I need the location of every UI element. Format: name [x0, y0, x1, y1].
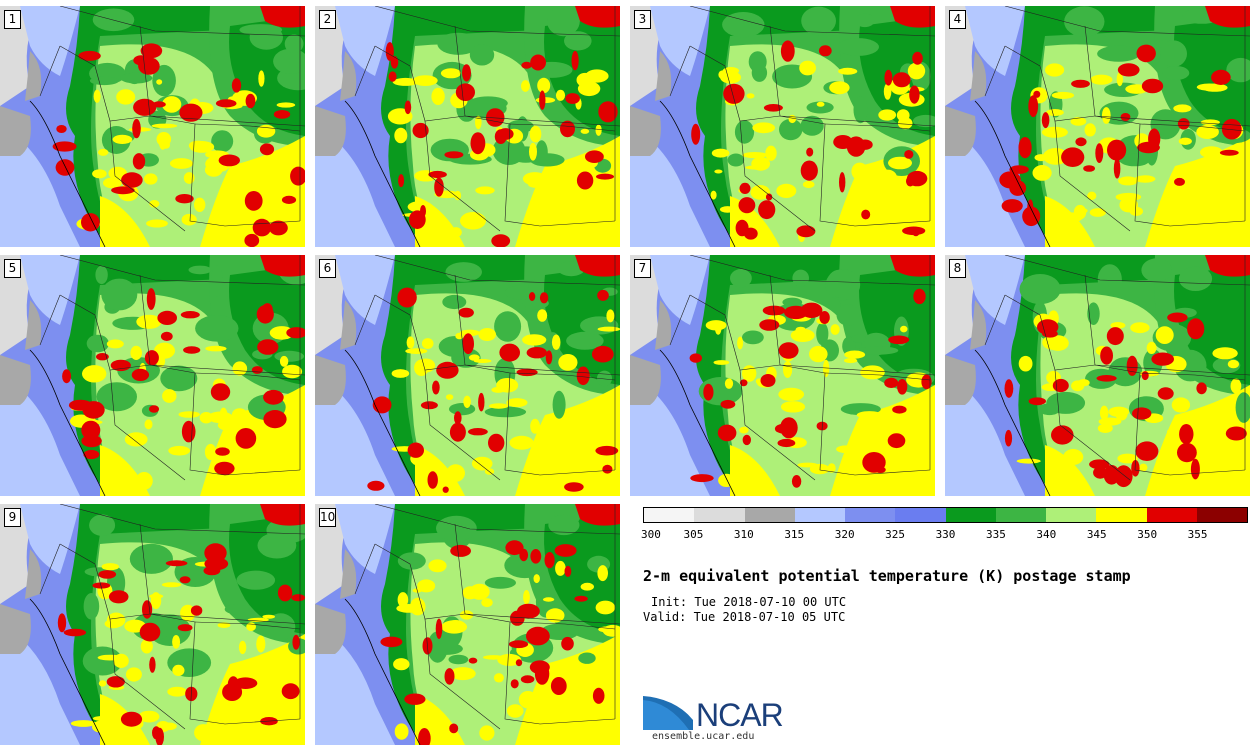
ensemble-member-panel-3: 3: [630, 6, 935, 247]
colorbar-segment: [1096, 508, 1147, 522]
colorbar-tick-label: 320: [834, 528, 855, 541]
colorbar-tick-label: 310: [733, 528, 754, 541]
panel-number: 7: [634, 259, 651, 278]
ensemble-member-panel-9: 9: [0, 504, 305, 745]
panel-number: 8: [949, 259, 966, 278]
colorbar-segment: [1146, 508, 1197, 522]
chart-title: 2-m equivalent potential temperature (K)…: [643, 567, 1131, 585]
colorbar-segment: [1196, 508, 1247, 522]
colorbar-segment: [694, 508, 745, 522]
temperature-map: [315, 504, 620, 745]
colorbar-segment: [895, 508, 946, 522]
panel-number: 3: [634, 10, 651, 29]
ensemble-member-panel-5: 5: [0, 255, 305, 496]
panel-number: 9: [4, 508, 21, 527]
colorbar-tick-label: 335: [985, 528, 1006, 541]
colorbar-tick-label: 330: [935, 528, 956, 541]
colorbar-tick-label: 305: [683, 528, 704, 541]
temperature-map: [945, 255, 1250, 496]
temperature-map: [315, 255, 620, 496]
ncar-logo-icon: [643, 692, 693, 730]
panel-number: 2: [319, 10, 336, 29]
panel-number: 5: [4, 259, 21, 278]
colorbar-ticks: 300 305 310 315 320 325 330 335 340 345 350 355: [641, 528, 1248, 542]
colorbar-segment: [644, 508, 695, 522]
ensemble-member-panel-7: 7: [630, 255, 935, 496]
init-time: Init: Tue 2018-07-10 00 UTC: [651, 595, 847, 609]
panel-number: 6: [319, 259, 336, 278]
panel-number: 1: [4, 10, 21, 29]
colorbar-segment: [1046, 508, 1097, 522]
colorbar-segment: [845, 508, 896, 522]
colorbar: [643, 507, 1248, 523]
ensemble-member-panel-10: 10: [315, 504, 620, 745]
colorbar-tick-label: 355: [1187, 528, 1208, 541]
colorbar-tick-label: 315: [784, 528, 805, 541]
site-url: ensemble.ucar.edu: [652, 731, 755, 742]
colorbar-segment: [995, 508, 1046, 522]
temperature-map: [630, 6, 935, 247]
colorbar-tick-label: 340: [1036, 528, 1057, 541]
temperature-map: [945, 6, 1250, 247]
ncar-logo-text: NCAR: [696, 697, 784, 733]
colorbar-segment: [744, 508, 795, 522]
ensemble-member-panel-2: 2: [315, 6, 620, 247]
ensemble-member-panel-4: 4: [945, 6, 1250, 247]
panel-number: 10: [319, 508, 336, 527]
ensemble-member-panel-8: 8: [945, 255, 1250, 496]
colorbar-tick-label: 325: [885, 528, 906, 541]
colorbar-tick-label: 300: [641, 528, 661, 541]
temperature-map: [0, 504, 305, 745]
valid-time: Valid: Tue 2018-07-10 05 UTC: [643, 610, 846, 624]
colorbar-tick-label: 350: [1137, 528, 1158, 541]
colorbar-segment: [945, 508, 996, 522]
panel-number: 4: [949, 10, 966, 29]
colorbar-segment: [794, 508, 845, 522]
temperature-map: [315, 6, 620, 247]
temperature-map: [0, 6, 305, 247]
colorbar-tick-label: 345: [1086, 528, 1107, 541]
temperature-map: [0, 255, 305, 496]
ensemble-member-panel-1: 1: [0, 6, 305, 247]
ensemble-member-panel-6: 6: [315, 255, 620, 496]
temperature-map: [630, 255, 935, 496]
